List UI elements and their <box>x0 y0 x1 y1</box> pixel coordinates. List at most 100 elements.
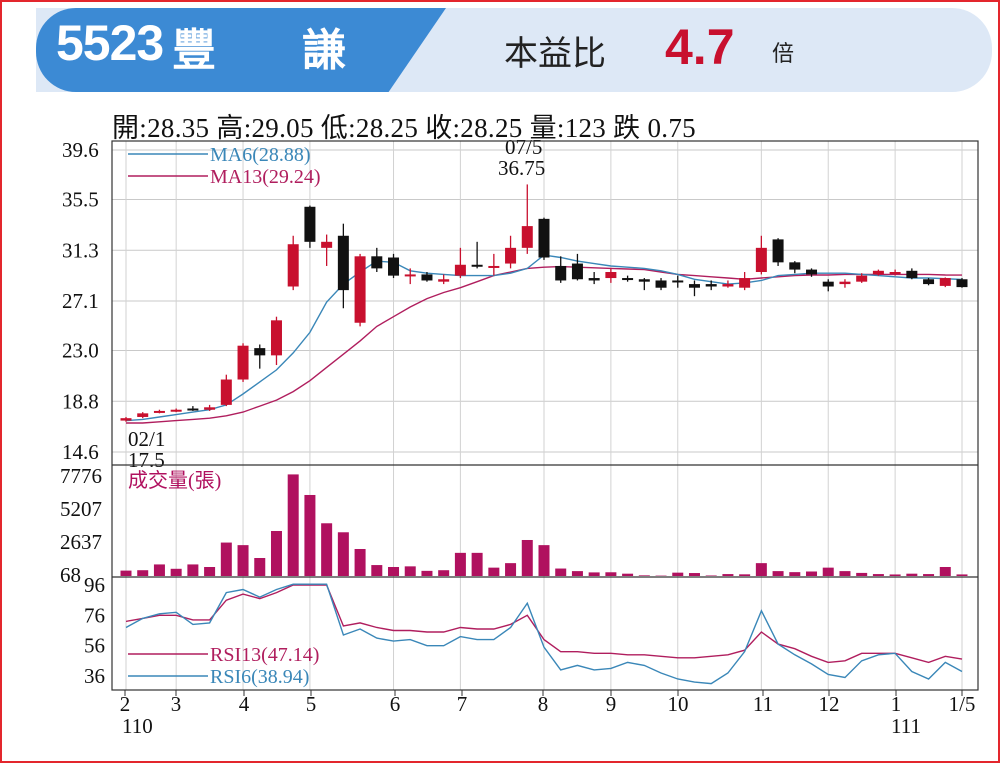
volume-bar <box>120 570 132 576</box>
high-value-annotation: 36.75 <box>498 156 545 180</box>
candle-down <box>672 280 684 283</box>
volume-bar <box>187 564 199 576</box>
candle-up <box>872 270 884 275</box>
x-tick-label: 1 <box>891 692 902 716</box>
legend-rsi13-label: RSI13(47.14) <box>210 644 319 666</box>
volume-bar <box>923 574 935 576</box>
candle-down <box>688 284 700 288</box>
x-tick-label: 8 <box>538 692 549 716</box>
volume-bar <box>672 572 684 576</box>
header-stock-tab <box>36 8 446 92</box>
candle-up <box>605 272 617 279</box>
candle-down <box>254 348 266 356</box>
rsi-tick-label: 96 <box>84 573 105 597</box>
volume-bar <box>153 564 165 576</box>
volume-tick-label: 5207 <box>60 497 102 521</box>
x-tick-label: 12 <box>819 692 840 716</box>
rsi-panel: RSI13(47.14)RSI6(38.94) <box>125 583 963 688</box>
volume-bar <box>822 567 834 576</box>
volume-bar <box>204 566 216 576</box>
candle-down <box>337 235 349 291</box>
rsi-tick-label: 36 <box>84 664 105 688</box>
volume-bar <box>939 566 951 576</box>
candle-up <box>170 409 182 412</box>
volume-bar <box>872 574 884 576</box>
volume-title: 成交量(張) <box>128 469 221 492</box>
y-tick-label: 39.6 <box>62 138 99 162</box>
x-tick-label: 2 <box>120 692 131 716</box>
volume-bar <box>739 574 751 576</box>
x-tick-label: 4 <box>239 692 250 716</box>
volume-bar <box>555 568 567 576</box>
volume-bar <box>638 575 650 576</box>
candle-up <box>454 264 466 276</box>
x-tick-label: 3 <box>171 692 182 716</box>
candle-up <box>939 278 951 286</box>
candle-up <box>153 410 165 413</box>
volume-bar <box>571 571 583 576</box>
stock-name-second-char: 謙 <box>302 25 346 76</box>
volume-bar <box>321 523 333 576</box>
y-tick-label: 35.5 <box>62 188 99 212</box>
candle-up <box>505 247 517 264</box>
candle-up <box>521 226 533 248</box>
x-tick-label: 1/5 <box>949 692 976 716</box>
rsi6-line <box>125 583 963 685</box>
candle-up <box>237 345 249 380</box>
candle-up <box>438 279 450 282</box>
volume-bar <box>270 530 282 576</box>
candle-up <box>120 418 132 421</box>
volume-bar <box>772 571 784 576</box>
volume-bar <box>789 572 801 576</box>
candle-down <box>588 278 600 281</box>
volume-bar <box>806 571 818 576</box>
candle-up <box>321 241 333 248</box>
volume-bar <box>354 548 366 576</box>
volume-bar <box>521 539 533 576</box>
pe-ratio-unit: 倍 <box>772 42 795 67</box>
volume-bar <box>588 572 600 576</box>
x-tick-label: 7 <box>457 692 468 716</box>
volume-bar <box>371 565 383 576</box>
volume-bar <box>337 532 349 576</box>
volume-bar <box>705 575 717 576</box>
candle-down <box>806 269 818 275</box>
volume-bar <box>220 542 232 576</box>
low-date-annotation: 02/1 <box>128 427 165 451</box>
x-tick-label: 11 <box>753 692 773 716</box>
candle-down <box>622 278 634 281</box>
candle-down <box>923 279 935 285</box>
candle-down <box>772 239 784 263</box>
daily-quote-line: 開:28.35 高:29.05 低:28.25 收:28.25 量:123 跌 … <box>112 113 696 143</box>
volume-bar <box>755 563 767 576</box>
rsi13-line <box>125 584 963 664</box>
volume-bar <box>722 574 734 576</box>
candle-up <box>739 278 751 288</box>
year-label-110: 110 <box>122 714 153 738</box>
rsi-tick-label: 56 <box>84 634 105 658</box>
volume-tick-label: 2637 <box>60 530 102 554</box>
volume-bar <box>488 567 500 576</box>
y-tick-label: 18.8 <box>62 389 99 413</box>
volume-bar <box>471 552 483 576</box>
candle-up <box>137 413 149 417</box>
pe-ratio-label: 本益比 <box>504 34 606 74</box>
candle-down <box>538 218 550 258</box>
pe-ratio-value: 4.7 <box>665 19 735 75</box>
volume-bar <box>856 572 868 576</box>
ma13-line <box>126 265 963 424</box>
plot-frame <box>111 140 979 691</box>
volume-panel: 成交量(張) <box>120 469 968 576</box>
candle-up <box>270 320 282 356</box>
candle-down <box>471 264 483 267</box>
x-tick-label: 10 <box>668 692 689 716</box>
volume-bar <box>605 572 617 576</box>
candle-up <box>889 272 901 275</box>
candle-up <box>354 256 366 323</box>
candle-down <box>638 279 650 282</box>
price-panel: MA6(28.88)MA13(29.24) 07/536.75 02/117.5 <box>120 135 968 472</box>
volume-bar <box>688 573 700 576</box>
low-value-annotation: 17.5 <box>128 448 165 472</box>
